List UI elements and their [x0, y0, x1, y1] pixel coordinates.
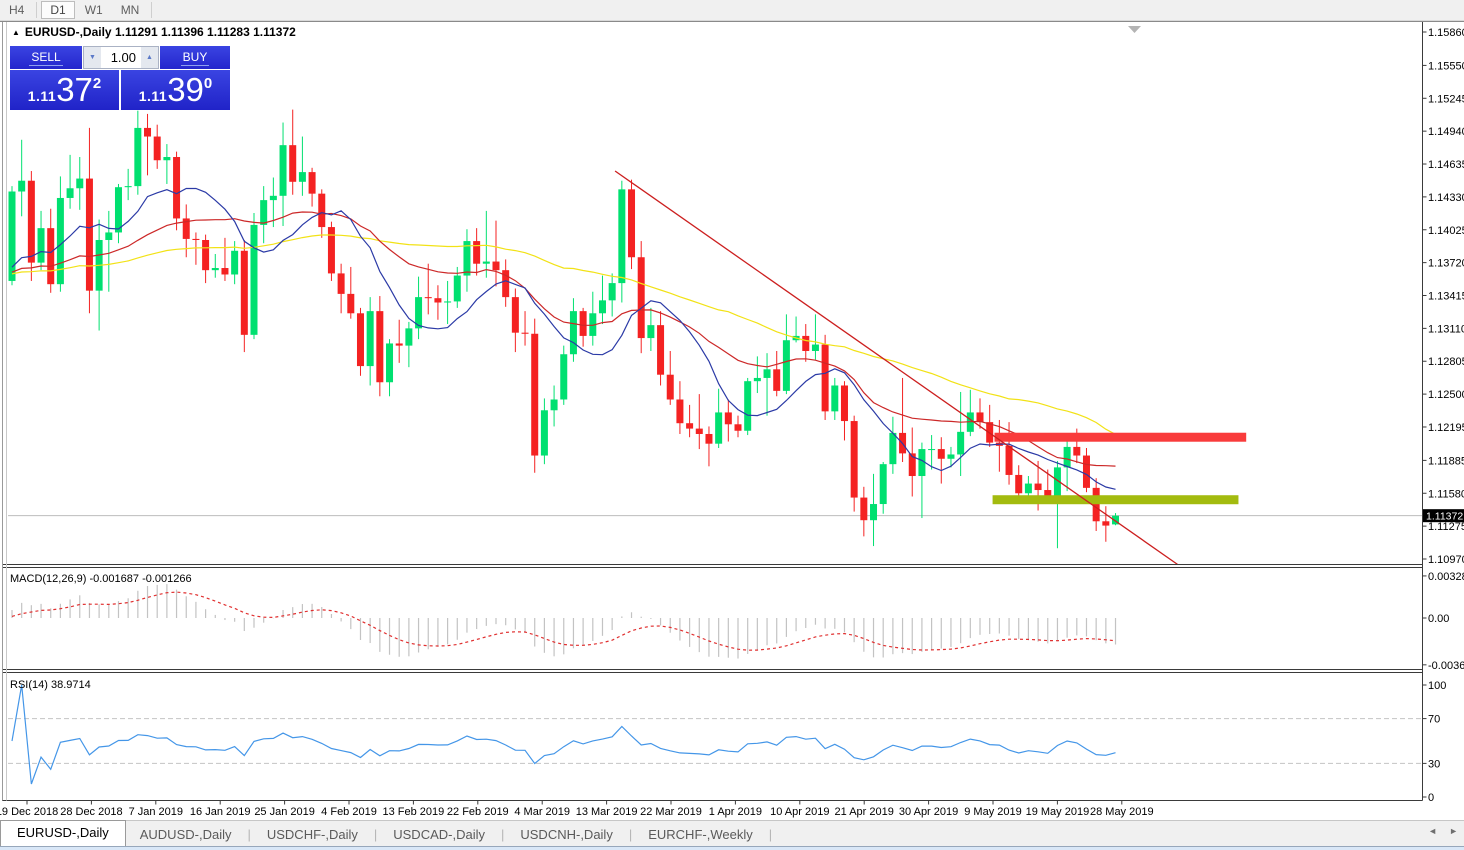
- scroll-right-icon[interactable]: ►: [1449, 826, 1458, 836]
- autoscroll-marker-icon: [1128, 26, 1141, 33]
- svg-text:30: 30: [1428, 758, 1440, 770]
- timeframe-h4-button[interactable]: H4: [1, 1, 32, 19]
- svg-text:1.11580: 1.11580: [1428, 488, 1464, 500]
- ma-25-line: [12, 212, 1116, 466]
- svg-text:-0.003659: -0.003659: [1428, 660, 1464, 672]
- svg-text:1.13110: 1.13110: [1428, 323, 1464, 335]
- svg-text:22 Mar 2019: 22 Mar 2019: [640, 806, 702, 818]
- macd-axis: 0.003287 0.00 -0.003659: [1423, 571, 1464, 672]
- rsi-levels: [8, 719, 1422, 764]
- volume-decrease-icon[interactable]: ▼: [84, 47, 101, 68]
- toolbar-separator: [36, 2, 37, 18]
- svg-text:1.12805: 1.12805: [1428, 356, 1464, 368]
- svg-text:100: 100: [1428, 680, 1446, 692]
- timeframe-w1-button[interactable]: W1: [77, 1, 111, 19]
- timeframe-d1-button[interactable]: D1: [41, 1, 74, 19]
- svg-text:9 May 2019: 9 May 2019: [964, 806, 1021, 818]
- support-band: [993, 495, 1239, 504]
- svg-text:22 Feb 2019: 22 Feb 2019: [447, 806, 509, 818]
- svg-text:13 Mar 2019: 13 Mar 2019: [576, 806, 638, 818]
- rsi-line: [12, 685, 1116, 784]
- current-price-tag: 1.11372: [1423, 509, 1464, 523]
- svg-text:1.12500: 1.12500: [1428, 389, 1464, 401]
- chart-canvas[interactable]: 1.15860 1.15550 1.15245 1.14940 1.14635 1.143…: [0, 22, 1464, 821]
- chart-tab-bar: EURUSD-,Daily AUDUSD-,Daily | USDCHF-,Da…: [0, 820, 1464, 847]
- svg-text:4 Feb 2019: 4 Feb 2019: [321, 806, 377, 818]
- svg-text:1.14330: 1.14330: [1428, 192, 1464, 204]
- svg-text:1.14940: 1.14940: [1428, 126, 1464, 138]
- svg-text:1.10970: 1.10970: [1428, 554, 1464, 566]
- volume-spinner: ▼ ▲: [83, 46, 159, 69]
- ma-10-line: [12, 189, 1116, 490]
- svg-text:1.15860: 1.15860: [1428, 27, 1464, 39]
- window-bottom-edge: [0, 846, 1464, 850]
- svg-text:19 May 2019: 19 May 2019: [1026, 806, 1090, 818]
- tab-usdcnh-daily[interactable]: USDCNH-,Daily: [506, 824, 626, 845]
- svg-text:0.00: 0.00: [1428, 613, 1449, 625]
- svg-text:4 Mar 2019: 4 Mar 2019: [514, 806, 570, 818]
- macd-histogram: [12, 584, 1116, 658]
- svg-text:70: 70: [1428, 714, 1440, 726]
- descending-trendline: [615, 171, 1177, 564]
- toolbar-separator: [151, 2, 152, 18]
- macd-indicator-label: MACD(12,26,9) -0.001687 -0.001266: [10, 573, 192, 585]
- panel-borders: [2, 22, 1423, 801]
- sell-button[interactable]: SELL: [10, 46, 82, 69]
- candlesticks: [9, 110, 1120, 549]
- collapse-marker-icon: ▲: [12, 28, 20, 37]
- buy-button[interactable]: BUY: [160, 46, 230, 69]
- timeframe-toolbar: H4 D1 W1 MN: [0, 0, 1464, 21]
- svg-text:28 May 2019: 28 May 2019: [1090, 806, 1154, 818]
- svg-text:21 Apr 2019: 21 Apr 2019: [835, 806, 894, 818]
- svg-text:1.11372: 1.11372: [1426, 511, 1463, 523]
- svg-text:1.15550: 1.15550: [1428, 60, 1464, 72]
- svg-text:25 Jan 2019: 25 Jan 2019: [254, 806, 315, 818]
- chart-symbol-header: ▲ EURUSD-,Daily 1.11291 1.11396 1.11283 …: [12, 25, 296, 39]
- svg-text:1.13415: 1.13415: [1428, 291, 1464, 303]
- tab-usdcad-daily[interactable]: USDCAD-,Daily: [379, 824, 499, 845]
- svg-text:1.14025: 1.14025: [1428, 225, 1464, 237]
- svg-text:13 Feb 2019: 13 Feb 2019: [383, 806, 445, 818]
- svg-text:16 Jan 2019: 16 Jan 2019: [190, 806, 251, 818]
- price-axis: 1.15860 1.15550 1.15245 1.14940 1.14635 1.143…: [1423, 27, 1464, 566]
- svg-text:1.14635: 1.14635: [1428, 159, 1464, 171]
- svg-text:0.003287: 0.003287: [1428, 571, 1464, 583]
- svg-text:0: 0: [1428, 792, 1434, 804]
- timeframe-mn-button[interactable]: MN: [113, 1, 148, 19]
- svg-text:1.11885: 1.11885: [1428, 455, 1464, 467]
- chart-window: 1.15860 1.15550 1.15245 1.14940 1.14635 1.143…: [0, 21, 1464, 820]
- svg-text:1 Apr 2019: 1 Apr 2019: [709, 806, 762, 818]
- rsi-axis: 100 70 30 0: [1423, 680, 1447, 804]
- volume-increase-icon[interactable]: ▲: [141, 47, 158, 68]
- tab-scroll-controls: ◄ ►: [1428, 826, 1458, 836]
- svg-text:1.15245: 1.15245: [1428, 93, 1464, 105]
- svg-text:19 Dec 2018: 19 Dec 2018: [0, 806, 58, 818]
- svg-text:1.13720: 1.13720: [1428, 258, 1464, 270]
- tab-usdchf-daily[interactable]: USDCHF-,Daily: [253, 824, 372, 845]
- tab-audusd-daily[interactable]: AUDUSD-,Daily: [126, 824, 246, 845]
- svg-text:7 Jan 2019: 7 Jan 2019: [129, 806, 183, 818]
- svg-text:30 Apr 2019: 30 Apr 2019: [899, 806, 958, 818]
- symbol-ohlc-text: EURUSD-,Daily 1.11291 1.11396 1.11283 1.…: [25, 25, 296, 39]
- volume-input[interactable]: [101, 47, 141, 68]
- svg-text:10 Apr 2019: 10 Apr 2019: [770, 806, 829, 818]
- rsi-indicator-label: RSI(14) 38.9714: [10, 679, 91, 691]
- resistance-band: [995, 433, 1247, 442]
- scroll-left-icon[interactable]: ◄: [1428, 826, 1437, 836]
- tab-eurchf-weekly[interactable]: EURCHF-,Weekly: [634, 824, 767, 845]
- svg-text:1.12195: 1.12195: [1428, 422, 1464, 434]
- svg-text:1.11275: 1.11275: [1428, 521, 1464, 533]
- svg-text:28 Dec 2018: 28 Dec 2018: [60, 806, 122, 818]
- tab-eurusd-daily[interactable]: EURUSD-,Daily: [0, 820, 126, 846]
